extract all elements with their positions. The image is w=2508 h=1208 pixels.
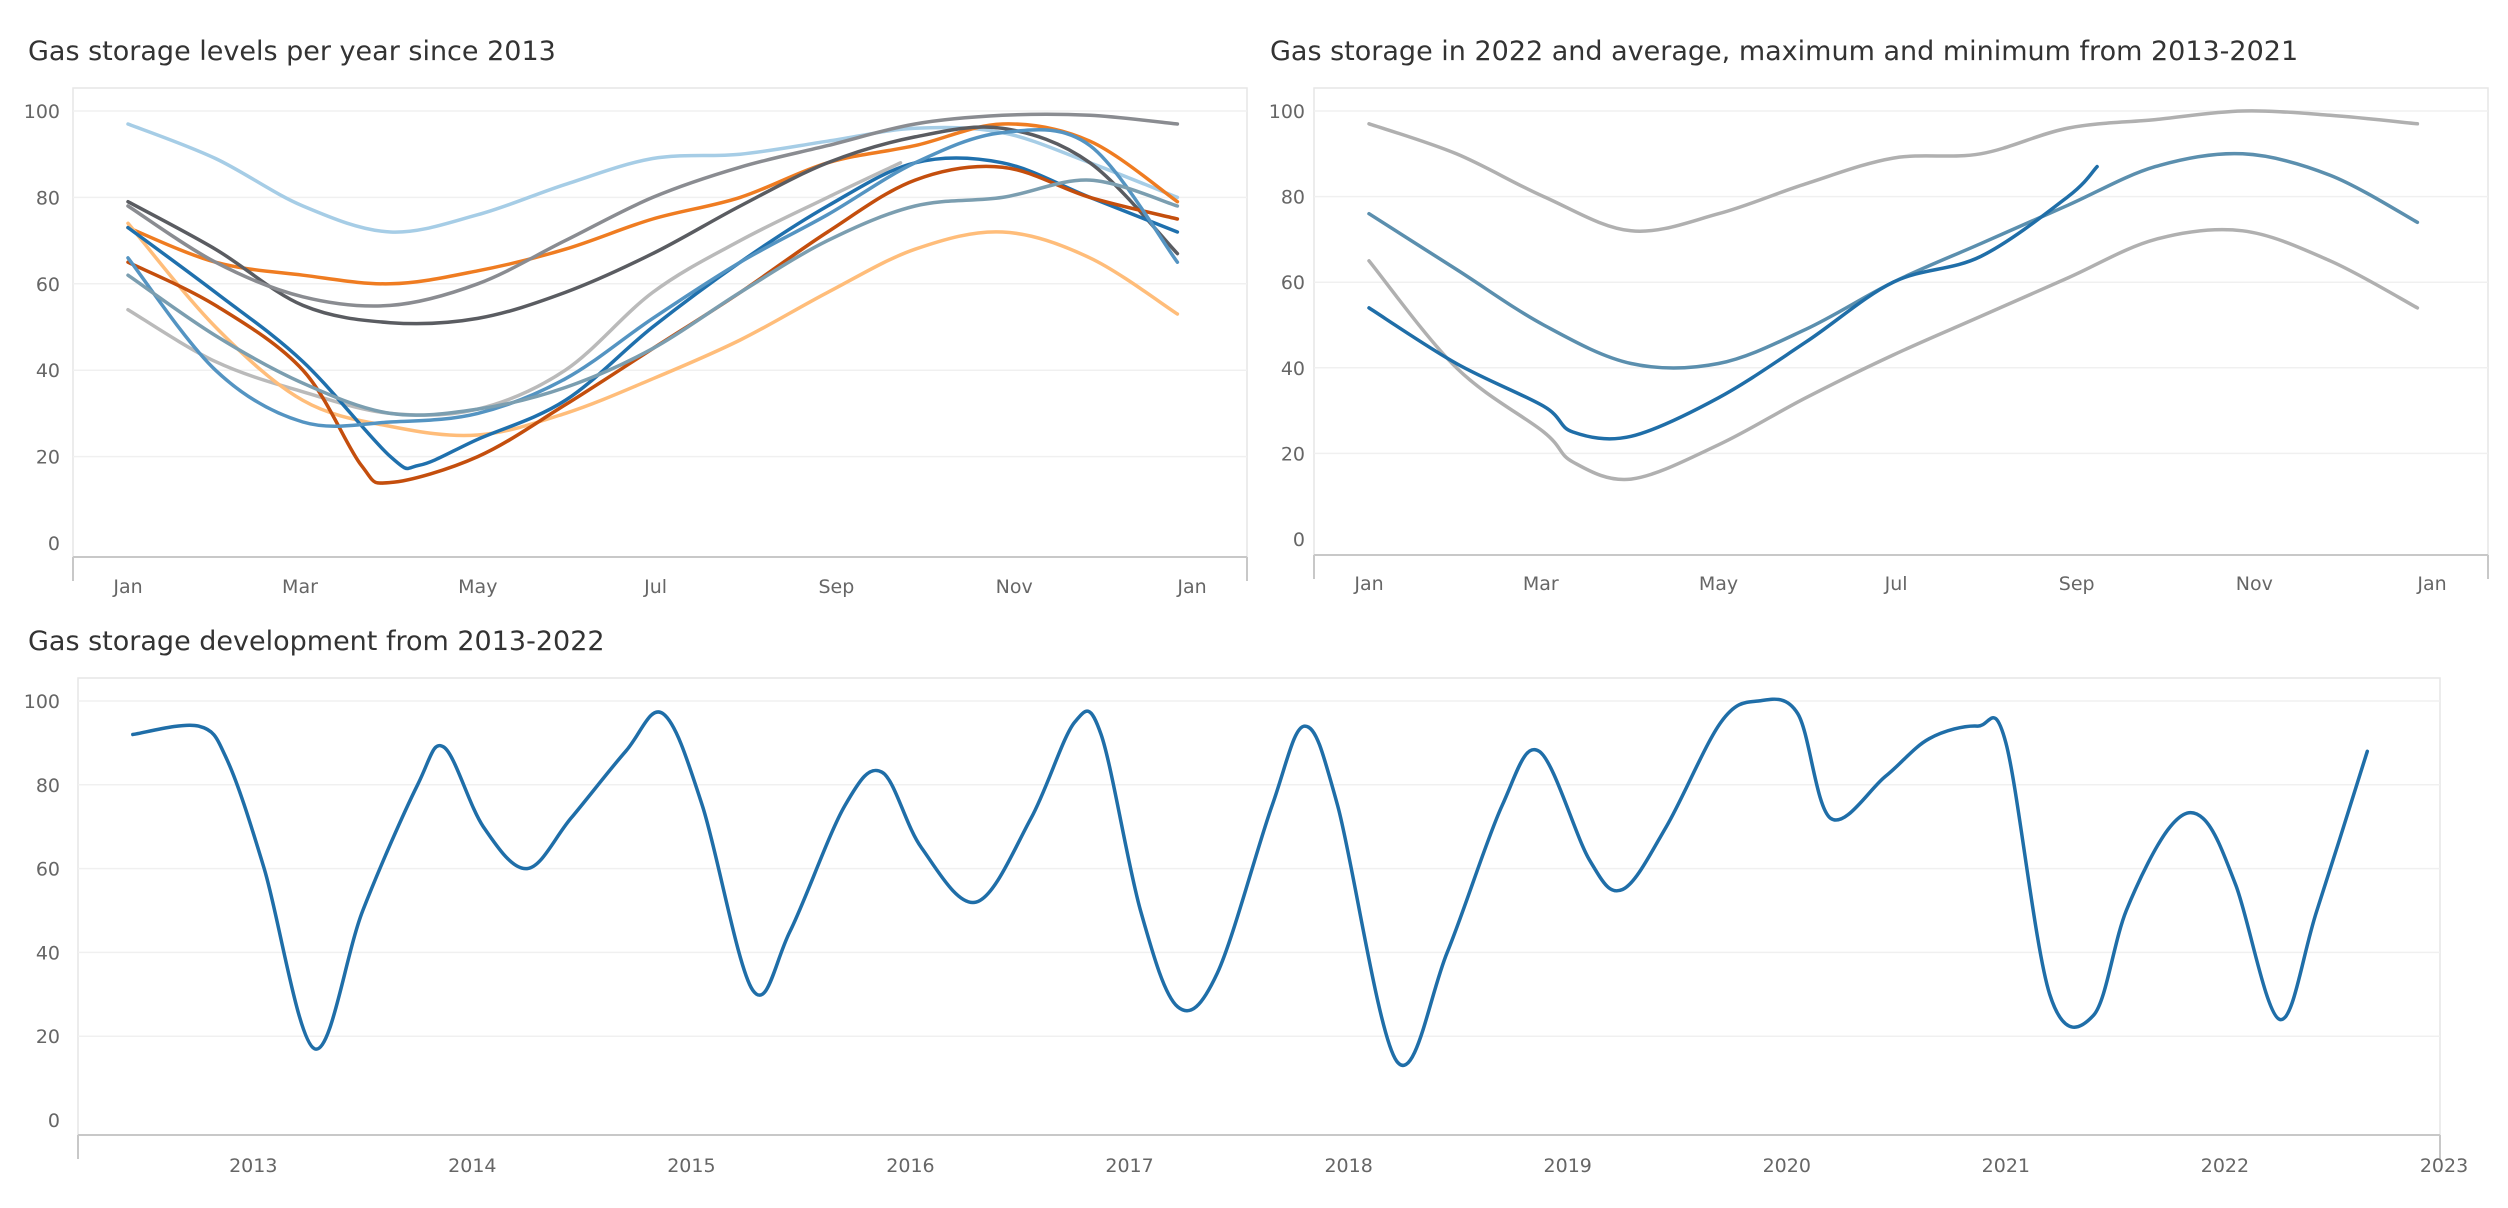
x-tick-label: May <box>1699 573 1738 595</box>
chart-title-development: Gas storage development from 2013-2022 <box>28 626 605 657</box>
x-tick-label: Mar <box>282 576 318 598</box>
x-tick-label: Jan <box>1353 573 1383 595</box>
y-tick-label: 20 <box>1281 443 1305 465</box>
x-tick-label: 2018 <box>1324 1155 1372 1177</box>
x-tick-label: May <box>458 576 497 598</box>
x-tick-label: Nov <box>996 576 1033 598</box>
x-tick-label: 2022 <box>2201 1155 2249 1177</box>
y-tick-label: 40 <box>36 360 60 382</box>
series-line-9 <box>126 178 1180 417</box>
plot-frame <box>77 677 2441 1136</box>
y-tick-label: 80 <box>1281 187 1305 209</box>
series-line-5 <box>126 221 1180 438</box>
series-line-1 <box>126 122 1180 286</box>
series-line-8 <box>126 127 1180 428</box>
y-tick-label: 100 <box>24 691 60 713</box>
x-tick-label: 2013 <box>229 1155 277 1177</box>
y-tick-label: 80 <box>36 775 60 797</box>
x-tick-label: Nov <box>2236 573 2273 595</box>
y-tick-label: 20 <box>36 447 60 469</box>
x-tick-label: Sep <box>818 576 854 598</box>
chart-panel-yearly: Gas storage levels per year since 2013 0… <box>0 0 1260 600</box>
chart-2022-vs-range: 0 20 40 60 80 100 Jan Mar May Jul Sep Nov Jan <box>1269 87 2489 595</box>
y-tick-label: 0 <box>1293 529 1305 551</box>
x-tick-label: 2020 <box>1763 1155 1811 1177</box>
x-tick-label: Jul <box>643 576 667 598</box>
chart-title-yearly: Gas storage levels per year since 2013 <box>28 36 556 67</box>
series-line-1 <box>1367 227 2420 482</box>
series-line-6 <box>126 156 1180 471</box>
y-tick-label: 100 <box>1269 101 1305 123</box>
x-tick-label: 2014 <box>448 1155 496 1177</box>
y-tick-label: 60 <box>36 274 60 296</box>
y-tick-label: 0 <box>48 533 60 555</box>
chart-panel-development: Gas storage development from 2013-2022 0… <box>0 600 2508 1208</box>
chart-panel-2022-vs-range: Gas storage in 2022 and average, maximum… <box>1240 0 2508 600</box>
x-tick-label: 2021 <box>1982 1155 2030 1177</box>
x-tick-label: Sep <box>2059 573 2095 595</box>
y-tick-label: 20 <box>36 1026 60 1048</box>
chart-yearly: 0 20 40 60 80 100 Jan Mar May Jul Sep Nov Jan <box>24 87 1248 598</box>
y-tick-label: 100 <box>24 101 60 123</box>
x-tick-label: 2015 <box>667 1155 715 1177</box>
x-tick-label: Jan <box>2416 573 2446 595</box>
y-tick-label: 60 <box>36 859 60 881</box>
y-tick-label: 40 <box>36 942 60 964</box>
x-tick-label: 2016 <box>886 1155 934 1177</box>
y-tick-label: 80 <box>36 187 60 209</box>
series-line-3 <box>126 112 1180 308</box>
x-tick-label: Jul <box>1884 573 1908 595</box>
x-tick-label: Mar <box>1523 573 1559 595</box>
series-line-0 <box>1367 109 2420 233</box>
series-line-2 <box>126 125 1180 326</box>
y-tick-label: 40 <box>1281 358 1305 380</box>
series-line-0 <box>131 697 2370 1067</box>
x-tick-label: Jan <box>112 576 142 598</box>
y-tick-label: 0 <box>48 1110 60 1132</box>
x-tick-label: Jan <box>1176 576 1206 598</box>
chart-title-2022-vs-range: Gas storage in 2022 and average, maximum… <box>1270 36 2299 67</box>
y-tick-label: 60 <box>1281 272 1305 294</box>
series-line-4 <box>126 161 903 417</box>
series-line-3 <box>1367 164 2099 441</box>
series-line-2 <box>1367 151 2420 370</box>
x-tick-label: 2019 <box>1544 1155 1592 1177</box>
chart-development: 0 20 40 60 80 100 2013 2014 2015 2016 2017 2018 2019… <box>24 677 2468 1177</box>
x-tick-label: 2017 <box>1105 1155 1153 1177</box>
series-line-7 <box>126 164 1180 485</box>
x-tick-label: 2023 <box>2420 1155 2468 1177</box>
series-line-0 <box>126 122 1180 234</box>
